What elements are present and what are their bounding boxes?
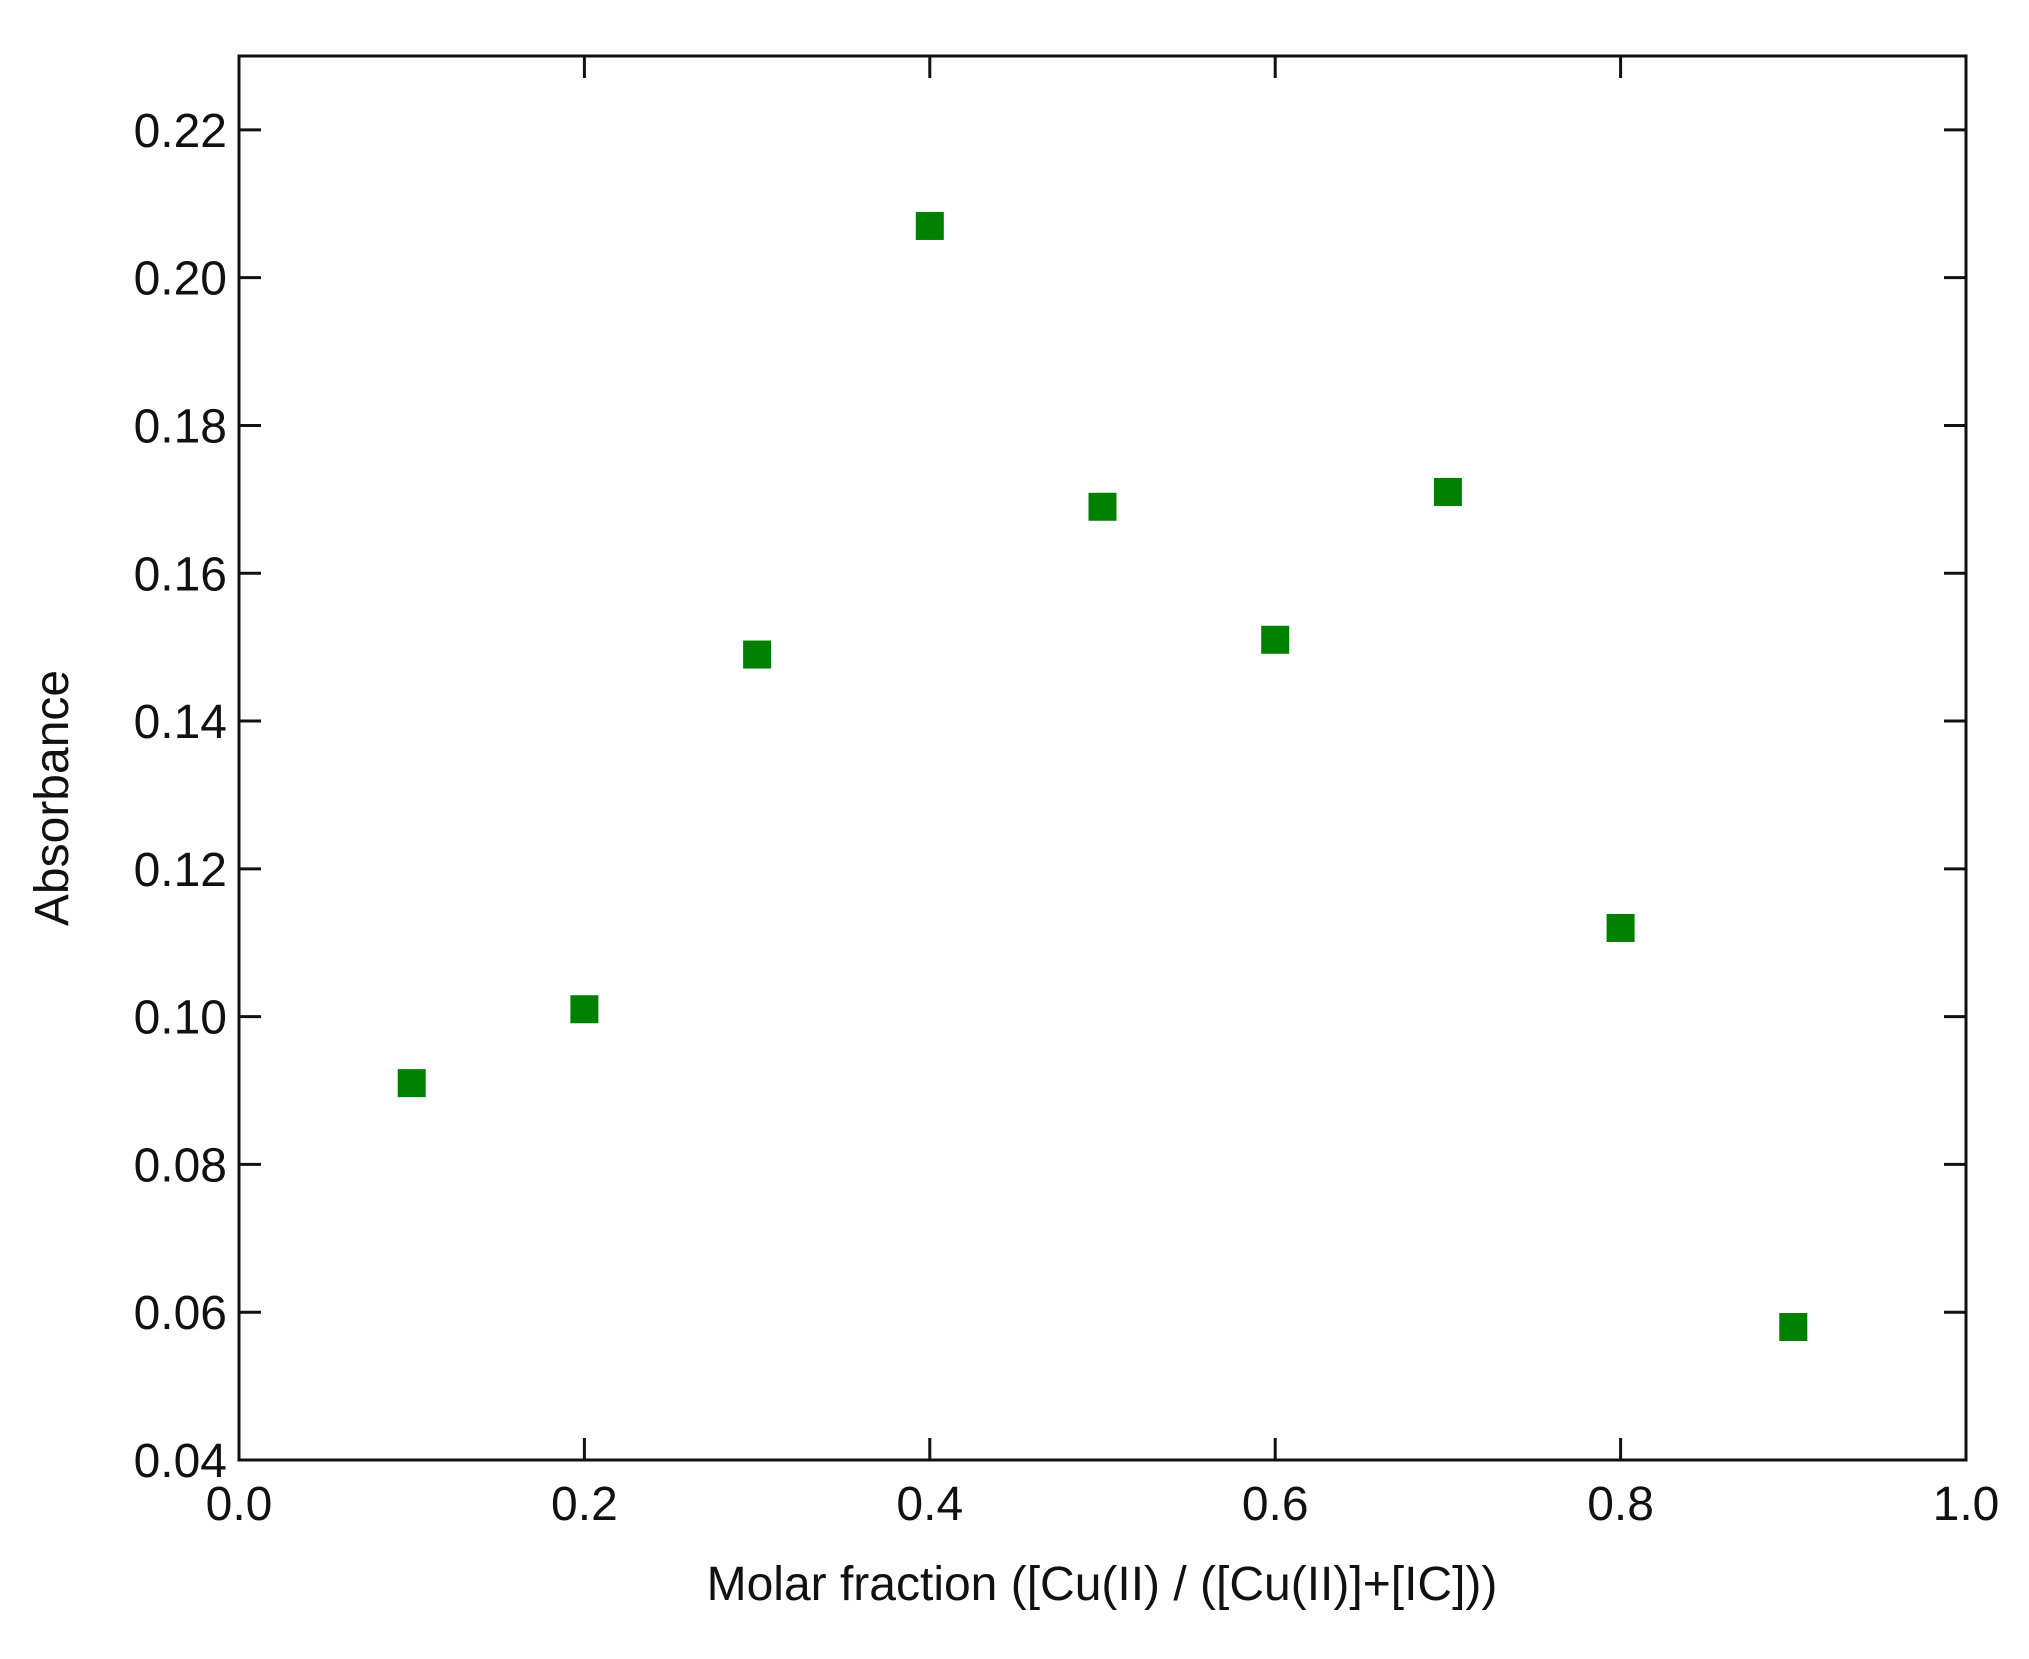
x-tick-label: 0.2 xyxy=(551,1478,618,1531)
data-point xyxy=(1606,913,1635,942)
x-tick-label: 1.0 xyxy=(1933,1478,2000,1531)
y-tick-label: 0.08 xyxy=(134,1139,227,1192)
plot-frame xyxy=(237,54,1968,1462)
y-tick-label: 0.16 xyxy=(134,548,227,601)
y-tick-label: 0.20 xyxy=(134,253,227,306)
x-tick-label: 0.4 xyxy=(896,1478,963,1531)
x-axis-label: Molar fraction ([Cu(II) / ([Cu(II)]+[IC]… xyxy=(707,1558,1498,1611)
y-tick-label: 0.14 xyxy=(134,696,227,749)
y-tick-label: 0.22 xyxy=(134,105,227,158)
y-tick-label: 0.12 xyxy=(134,844,227,897)
data-point xyxy=(743,640,772,669)
x-tick-label: 0.8 xyxy=(1587,1478,1654,1531)
data-point xyxy=(1779,1312,1808,1341)
y-axis-label: Absorbance xyxy=(26,670,79,926)
data-point xyxy=(397,1069,426,1098)
data-point xyxy=(1261,625,1290,654)
x-tick-label: 0.0 xyxy=(206,1478,273,1531)
data-point xyxy=(1433,477,1462,506)
data-point xyxy=(915,211,944,240)
y-tick-label: 0.04 xyxy=(134,1435,227,1488)
y-tick-label: 0.10 xyxy=(134,992,227,1045)
x-tick-label: 0.6 xyxy=(1242,1478,1309,1531)
y-tick-label: 0.18 xyxy=(134,400,227,453)
y-tick-label: 0.06 xyxy=(134,1287,227,1340)
data-point xyxy=(570,995,599,1024)
data-point xyxy=(1088,492,1117,521)
